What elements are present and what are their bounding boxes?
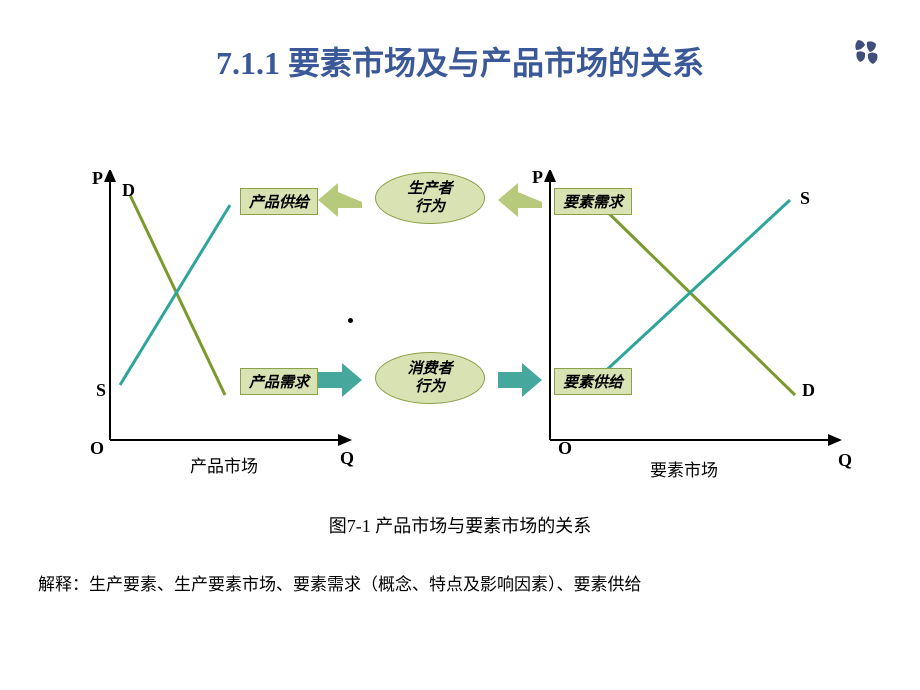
oval-consumer: 消费者行为	[375, 352, 485, 404]
left-demand-line	[130, 195, 225, 395]
oval-producer: 生产者行为	[375, 172, 485, 224]
right-s-label: S	[800, 188, 810, 209]
left-chart-sublabel: 产品市场	[190, 452, 258, 477]
box-product-supply: 产品供给	[240, 188, 318, 215]
diagram-area: P O Q D S 产品市场 P O Q D S 要素市场 产品供给 产品需求 …	[60, 170, 860, 470]
arrow-product-demand-to-consumer	[318, 363, 362, 397]
right-o-label: O	[558, 438, 572, 459]
arrow-factor-demand-to-producer	[498, 183, 542, 217]
right-chart-sublabel: 要素市场	[650, 456, 718, 481]
arrow-consumer-to-factor-supply	[498, 363, 542, 397]
right-p-label: P	[532, 167, 543, 188]
corner-decoration-icon	[852, 38, 882, 73]
left-p-label: P	[92, 168, 103, 189]
left-q-label: Q	[340, 448, 354, 469]
arrow-producer-to-product-supply	[318, 183, 362, 217]
left-o-label: O	[90, 438, 104, 459]
page-title: 7.1.1 要素市场及与产品市场的关系	[216, 45, 704, 81]
box-factor-demand: 要素需求	[554, 188, 632, 215]
left-supply-line	[120, 205, 230, 385]
right-d-label: D	[802, 380, 815, 401]
box-product-demand: 产品需求	[240, 368, 318, 395]
left-d-label: D	[122, 180, 135, 201]
box-factor-supply: 要素供给	[554, 368, 632, 395]
stray-dot	[348, 318, 353, 323]
left-s-label: S	[96, 380, 106, 401]
right-q-label: Q	[838, 450, 852, 471]
oval-consumer-text: 消费者行为	[407, 360, 452, 396]
oval-producer-text: 生产者行为	[407, 180, 452, 216]
page-title-row: 7.1.1 要素市场及与产品市场的关系	[0, 38, 920, 84]
figure-caption: 图7-1 产品市场与要素市场的关系	[0, 512, 920, 538]
explanation-text: 解释：生产要素、生产要素市场、要素需求（概念、特点及影响因素）、要素供给	[38, 570, 642, 595]
